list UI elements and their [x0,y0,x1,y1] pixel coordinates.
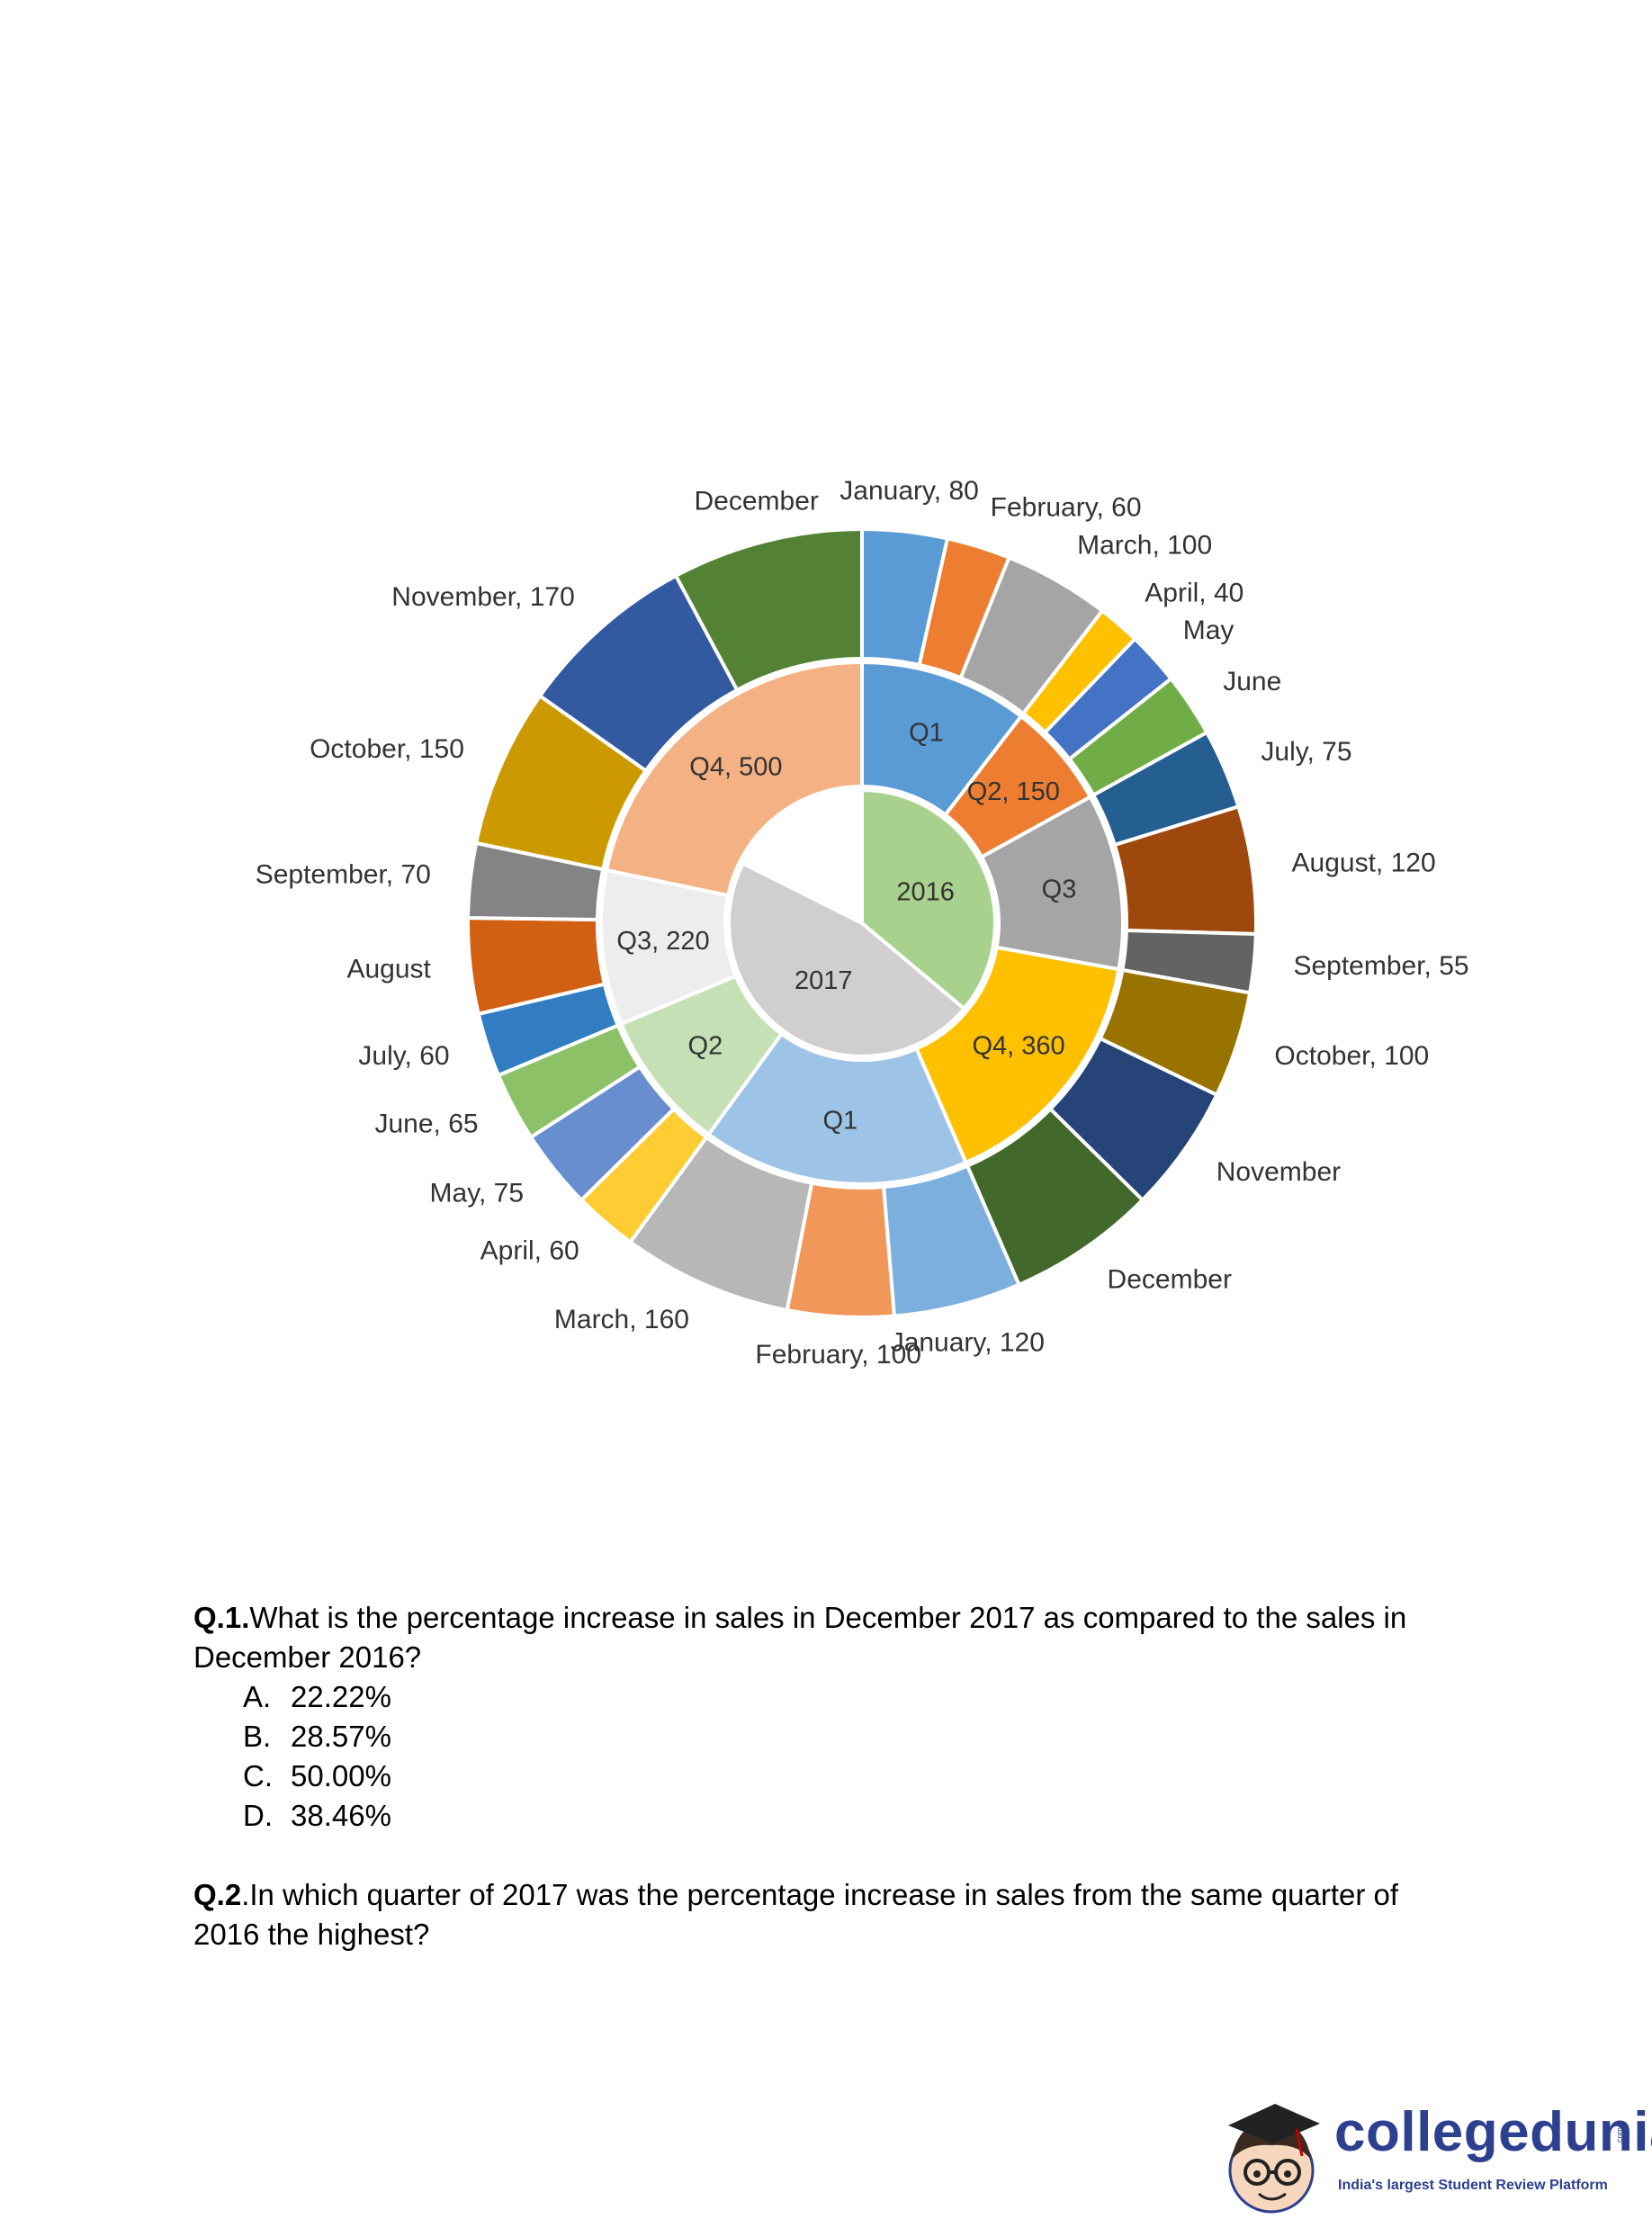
question-1-number: Q.1. [193,1601,250,1634]
quarter-label-q2-150-1: Q2, 150 [967,777,1060,806]
question-2-number: Q.2 [193,1878,242,1911]
month-label-january-120-12: January, 120 [891,1327,1045,1357]
quarter-label-q1-0: Q1 [909,718,944,747]
month-label-february-100-13: February, 100 [755,1340,921,1370]
quarter-label-q3-220-6: Q3, 220 [616,927,709,956]
option-d: D. 38.46% [243,1799,391,1832]
question-2-text: .In which quarter of 2017 was the percen… [193,1878,1399,1951]
month-label-november-170-22: November, 170 [391,582,574,612]
month-label-august-120-7: August, 120 [1292,848,1436,877]
option-a: A. 22.22% [243,1680,391,1713]
quarter-label-q1-4: Q1 [822,1106,857,1135]
year-ring [727,787,997,1058]
month-ring [466,526,1258,1319]
quarter-label-q3-2: Q3 [1042,875,1077,903]
quarter-slice-3 [913,945,1121,1165]
chart-labels: 2016 2017 Q1 Q2, 150 Q3 Q4, 360 Q1 Q2 Q3, 220 Q4,… [256,476,1469,1370]
year-label-2017: 2017 [795,966,853,995]
month-label-september-55-8: September, 55 [1293,951,1468,981]
year-slice-2017 [727,861,967,1058]
month-label-may-75-16: May, 75 [430,1179,525,1208]
month-label-october-150-21: October, 150 [310,734,464,764]
logo-suffix: .com [1615,2127,1624,2145]
quarter-label-q2-5: Q2 [688,1031,723,1060]
month-label-september-70-20: September, 70 [256,859,431,889]
collegedunia-logo[interactable]: collegedunia .com India's largest Studen… [1219,2097,1652,2223]
month-label-december-11: December [1108,1264,1232,1294]
month-label-october-100-9: October, 100 [1274,1041,1429,1071]
month-label-january-80-0: January, 80 [839,476,979,506]
year-label-2016: 2016 [896,878,955,907]
quarter-label-q4-500-7: Q4, 500 [689,752,782,781]
month-label-march-100-2: March, 100 [1077,530,1212,560]
question-1: Q.1.What is the percentage increase in s… [193,1598,1453,1836]
mascot-icon [1228,2104,1320,2214]
question-1-options: A. 22.22% B. 28.57% C. 50.00% D. 38.46% [193,1677,1453,1836]
logo-wordmark: collegedunia [1334,2101,1652,2163]
quarter-slice-4 [705,1031,969,1186]
month-slice-23 [673,526,864,693]
month-label-april-40-3: April, 40 [1145,578,1243,607]
quarter-slice-7 [604,660,864,898]
month-label-may-4: May [1183,615,1235,645]
quarter-label-q4-360-3: Q4, 360 [973,1031,1065,1060]
logo-tagline: India's largest Student Review Platform [1338,2178,1608,2193]
questions-section: Q.1.What is the percentage increase in s… [193,1598,1453,1954]
month-label-july-75-6: July, 75 [1261,737,1351,767]
month-label-june-65-17: June, 65 [374,1110,478,1139]
month-label-april-60-15: April, 60 [480,1235,579,1265]
month-label-august-19: August [346,954,431,984]
month-label-march-160-14: March, 160 [554,1305,689,1334]
year-slice-2016 [860,787,997,1011]
quarter-ring [599,660,1125,1186]
option-b: B. 28.57% [243,1720,391,1753]
question-1-text: What is the percentage increase in sales… [193,1601,1407,1674]
month-label-november-10: November [1217,1157,1341,1187]
option-c: C. 50.00% [243,1759,391,1792]
month-label-december-23: December [694,486,818,516]
month-label-june-5: June [1223,667,1281,696]
question-2: Q.2.In which quarter of 2017 was the per… [193,1875,1453,1954]
month-label-february-60-1: February, 60 [991,493,1142,523]
month-label-july-60-18: July, 60 [358,1041,449,1071]
